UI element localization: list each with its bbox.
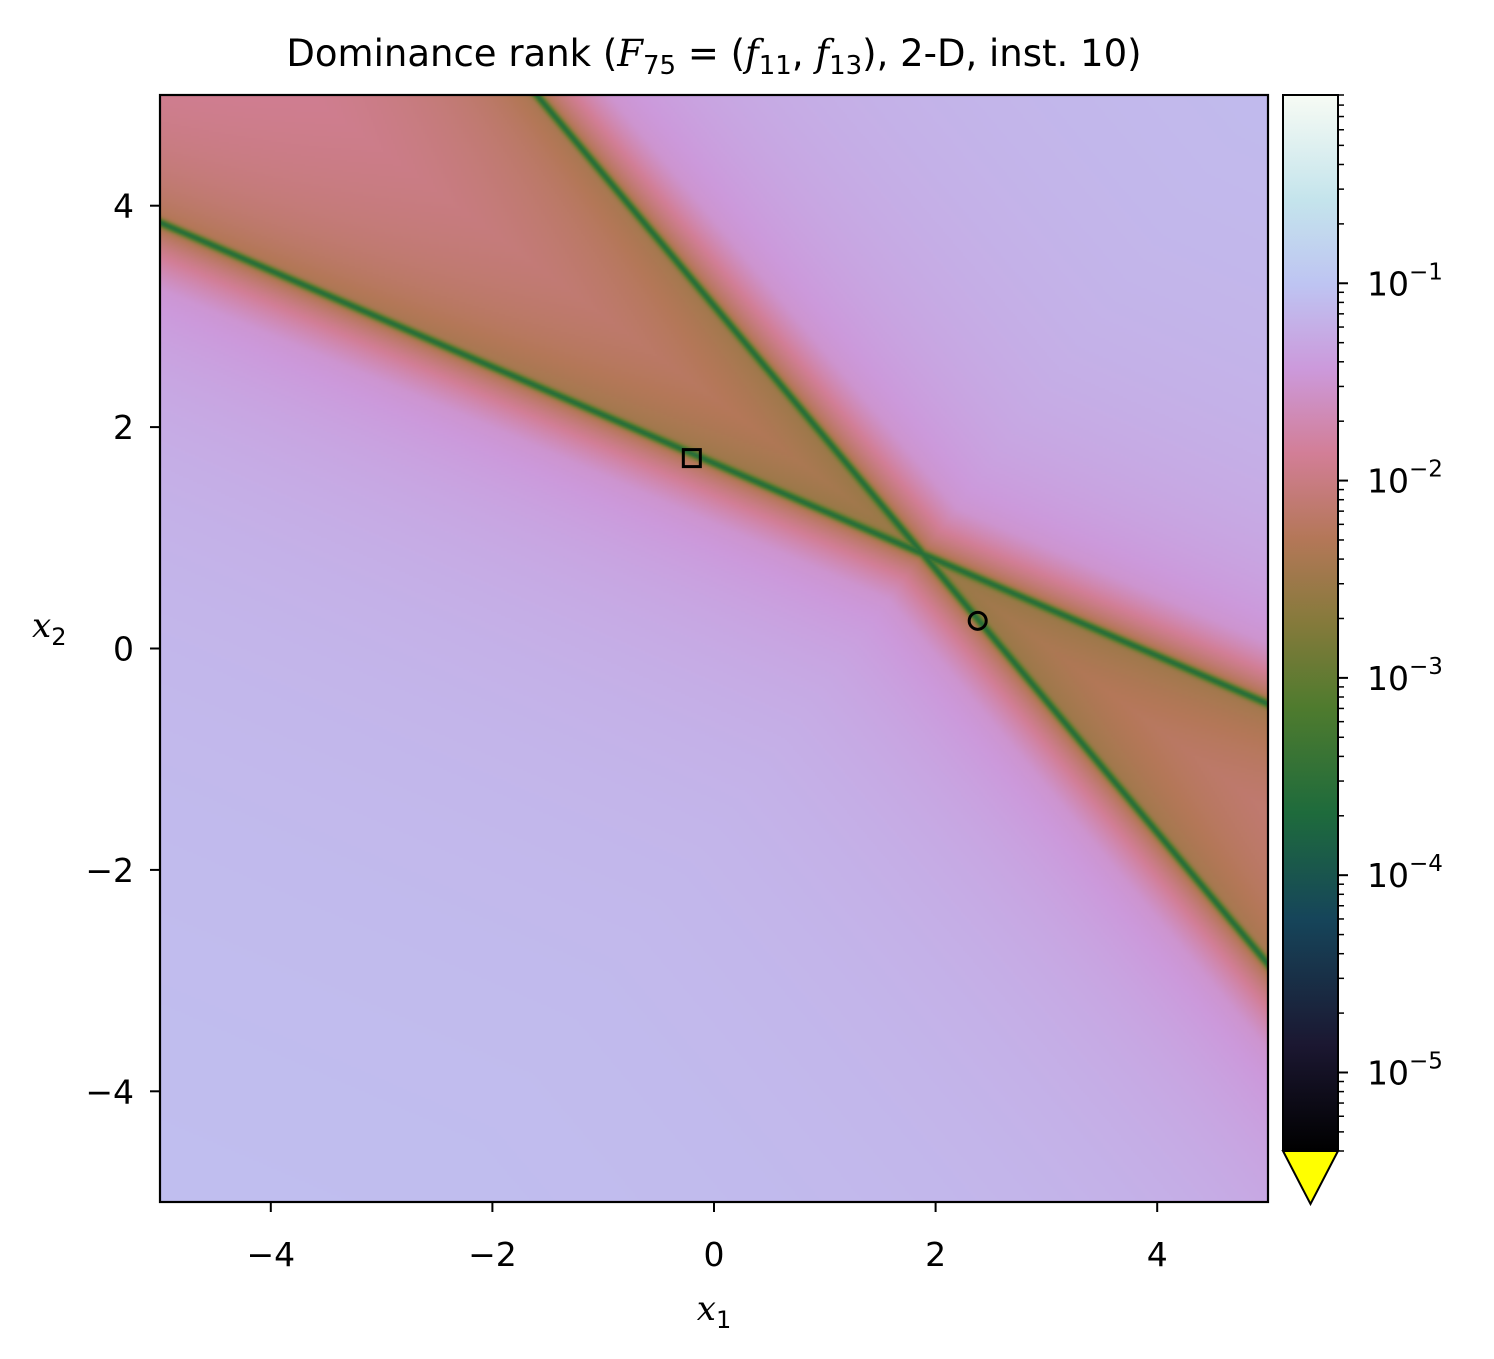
colorbar-tick-base: 10	[1367, 264, 1409, 303]
title-suffix: ), 2-D, inst. 10)	[862, 32, 1141, 75]
heatmap-canvas	[160, 95, 1268, 1202]
x-axis: −4 −2 0 2 4	[246, 1202, 1168, 1274]
title-F: F	[616, 32, 644, 75]
colorbar-tick-exponent: −1	[1409, 259, 1443, 285]
x-tick-label: 0	[704, 1235, 725, 1274]
colorbar-tick-base: 10	[1367, 1053, 1409, 1092]
optimum-circle-marker	[967, 610, 988, 631]
title-prefix: Dominance rank (	[286, 32, 617, 75]
y-tick-label: 4	[113, 187, 134, 226]
markers-layer	[681, 448, 988, 631]
colorbar-tick-base: 10	[1367, 659, 1409, 698]
colorbar-tick-exponent: −3	[1409, 654, 1443, 680]
colorbar-tick-label: 10−4	[1367, 851, 1443, 895]
x-tick-label: −2	[468, 1235, 517, 1274]
colorbar-tick-label: 10−2	[1367, 457, 1443, 501]
plot-area	[158, 93, 1270, 1204]
colorbar: 10−110−210−310−410−5	[1281, 94, 1443, 1207]
colorbar-tick-base: 10	[1367, 856, 1409, 895]
title-comma: ,	[792, 32, 816, 75]
x-tick-label: −4	[246, 1235, 295, 1274]
optimum-square-marker	[681, 448, 702, 469]
colorbar-tick-exponent: −4	[1409, 851, 1443, 877]
title-eq: = (	[676, 32, 745, 75]
x-tick-label: 2	[925, 1235, 946, 1274]
colorbar-tick-exponent: −5	[1409, 1048, 1443, 1074]
title-f1-sub: 11	[759, 51, 792, 81]
y-tick-label: 2	[113, 408, 134, 447]
y-axis-label: x2	[32, 606, 66, 651]
colorbar-tick-label: 10−5	[1367, 1048, 1443, 1092]
chart-title: Dominance rank (F75 = (f11, f13), 2-D, i…	[286, 32, 1141, 81]
colorbar-gradient	[1283, 95, 1338, 1151]
title-F-sub: 75	[643, 51, 676, 81]
colorbar-frame	[1282, 94, 1339, 1151]
x-axis-label: x1	[697, 1289, 731, 1334]
colorbar-tick-label: 10−3	[1367, 654, 1443, 698]
y-axis-label-base: x	[32, 606, 51, 646]
y-tick-label: 0	[113, 630, 134, 669]
heatmap-image	[160, 95, 1268, 1202]
y-tick-label: −4	[85, 1072, 134, 1111]
colorbar-tick-exponent: −2	[1409, 457, 1443, 483]
y-axis: 4 2 0 −2 −4	[85, 187, 160, 1111]
x-axis-label-sub: 1	[716, 1306, 731, 1334]
colorbar-ticks: 10−110−210−310−410−5	[1338, 94, 1443, 1152]
colorbar-extend-triangle	[1281, 1150, 1340, 1207]
x-tick-label: 4	[1147, 1235, 1168, 1274]
colorbar-tick-base: 10	[1367, 462, 1409, 501]
y-tick-label: −2	[85, 851, 134, 890]
y-axis-label-sub: 2	[51, 623, 66, 651]
colorbar-tick-label: 10−1	[1367, 259, 1443, 303]
title-f2-sub: 13	[829, 51, 862, 81]
x-axis-label-base: x	[697, 1289, 716, 1329]
